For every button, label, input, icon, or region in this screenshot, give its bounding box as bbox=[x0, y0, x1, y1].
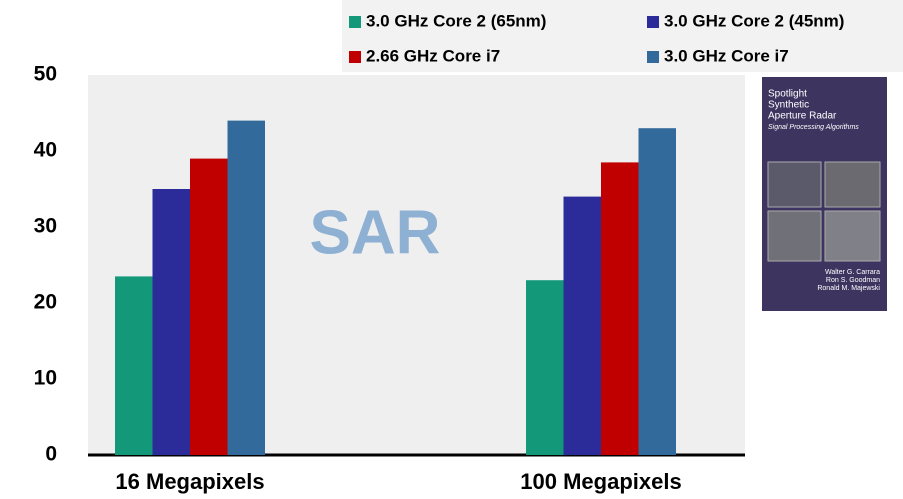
book-cover: Spotlight Synthetic Aperture Radar Signa… bbox=[762, 77, 887, 311]
bar bbox=[115, 276, 153, 455]
bar bbox=[153, 189, 191, 455]
book-author: Ron S. Goodman bbox=[826, 277, 880, 284]
legend-label: 3.0 GHz Core 2 (65nm) bbox=[366, 11, 546, 30]
y-tick-label: 0 bbox=[45, 443, 57, 466]
x-tick-label: 100 Megapixels bbox=[520, 469, 681, 494]
book-title: Aperture Radar bbox=[768, 111, 837, 122]
legend-swatch bbox=[647, 16, 659, 28]
book-image bbox=[768, 211, 821, 261]
chart: SAR Spotlight Synthetic Aperture Radar S… bbox=[0, 0, 903, 499]
y-tick-label: 20 bbox=[34, 291, 57, 314]
book-subtitle: Signal Processing Algorithms bbox=[768, 124, 859, 131]
legend-label: 3.0 GHz Core 2 (45nm) bbox=[664, 11, 844, 30]
bar bbox=[190, 159, 228, 455]
book-title: Synthetic bbox=[768, 100, 809, 111]
bar bbox=[228, 121, 266, 455]
y-tick-label: 50 bbox=[34, 63, 57, 86]
y-tick-label: 40 bbox=[34, 139, 57, 162]
y-tick-label: 30 bbox=[34, 215, 57, 238]
y-tick-label: 10 bbox=[34, 367, 57, 390]
bar bbox=[601, 162, 639, 455]
legend-label: 3.0 GHz Core i7 bbox=[664, 46, 789, 65]
bar bbox=[526, 280, 564, 455]
annotation: SAR bbox=[310, 198, 441, 267]
book-author: Ronald M. Majewski bbox=[817, 285, 880, 292]
book-image bbox=[768, 162, 821, 207]
legend-swatch bbox=[349, 51, 361, 63]
legend-label: 2.66 GHz Core i7 bbox=[366, 46, 500, 65]
x-tick-label: 16 Megapixels bbox=[115, 469, 264, 494]
bar bbox=[639, 128, 677, 455]
legend-swatch bbox=[349, 16, 361, 28]
bar bbox=[564, 197, 602, 455]
book-title: Spotlight bbox=[768, 89, 807, 100]
book-author: Walter G. Carrara bbox=[825, 269, 880, 276]
book-image bbox=[825, 211, 880, 261]
legend-swatch bbox=[647, 51, 659, 63]
book-image bbox=[825, 162, 880, 207]
